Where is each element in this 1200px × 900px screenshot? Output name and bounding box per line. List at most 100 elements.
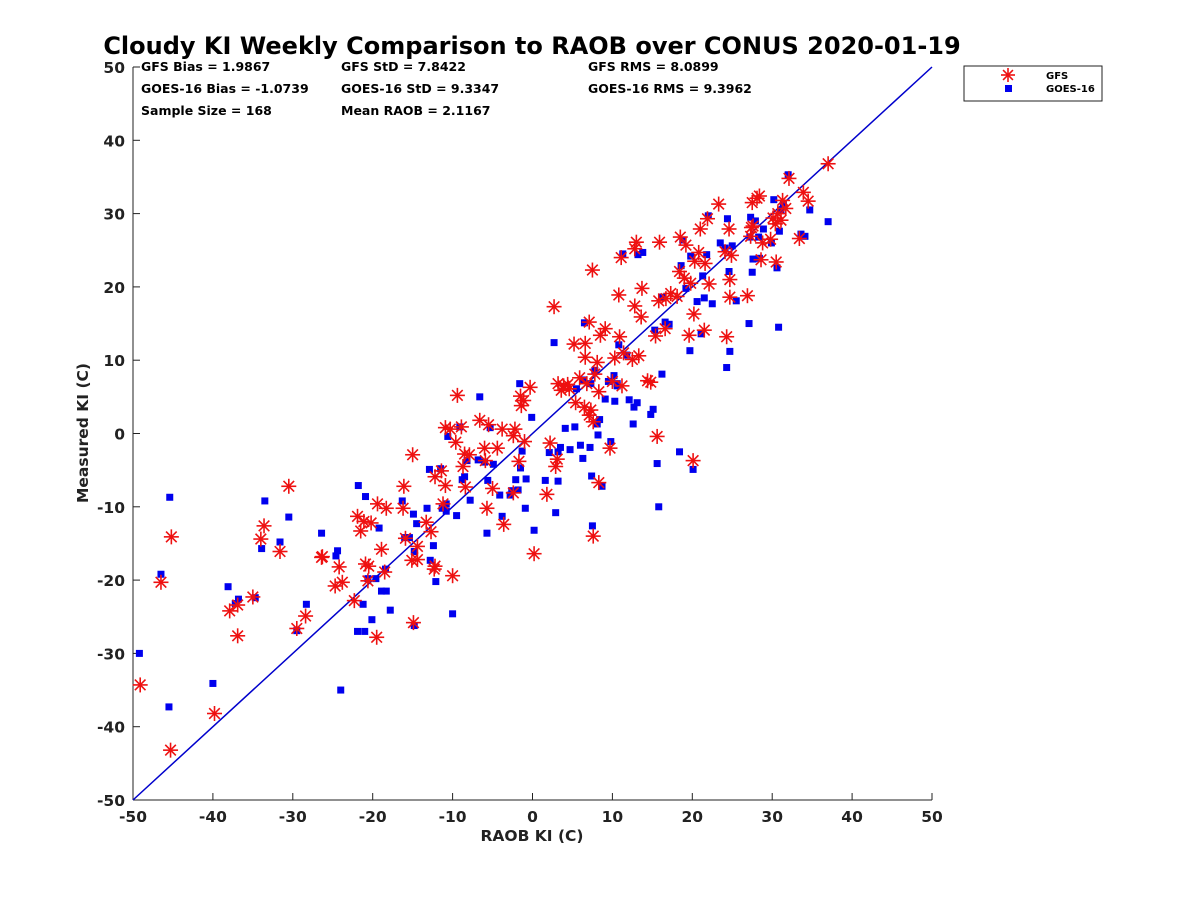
x-tick-label: 20 <box>682 808 704 826</box>
gfs-point <box>526 546 542 562</box>
gfs-point <box>256 518 272 534</box>
gfs-point <box>686 306 702 322</box>
gfs-point <box>631 348 647 364</box>
goes16-point <box>442 507 450 515</box>
gfs-point <box>820 156 836 172</box>
gfs-point <box>516 393 532 409</box>
goes16-point <box>361 627 369 635</box>
gfs-point <box>616 345 632 361</box>
gfs-point <box>681 327 697 343</box>
gfs-point <box>602 440 618 456</box>
y-tick-label: 40 <box>103 132 125 150</box>
gfs-point <box>627 298 643 314</box>
gfs-point <box>589 354 605 370</box>
gfs-point <box>583 402 599 418</box>
goes16-point <box>514 486 522 494</box>
gfs-point <box>396 478 412 494</box>
stat-goes-rms: GOES-16 RMS = 9.3962 <box>588 81 752 96</box>
gfs-point <box>800 193 816 209</box>
goes16-point <box>677 262 685 270</box>
goes16-point <box>601 395 609 403</box>
goes16-point <box>630 403 638 411</box>
goes16-point <box>552 509 560 517</box>
legend-goes-label: GOES-16 <box>1046 84 1095 95</box>
gfs-point <box>591 384 607 400</box>
gfs-point <box>691 244 707 260</box>
goes16-point <box>530 526 538 534</box>
gfs-point <box>568 395 584 411</box>
goes16-point <box>409 510 417 518</box>
gfs-point <box>314 549 330 565</box>
gfs-point <box>334 574 350 590</box>
gfs-point <box>505 485 521 501</box>
goes16-point <box>512 476 520 484</box>
gfs-point <box>281 478 297 494</box>
gfs-point <box>549 451 565 467</box>
gfs-point <box>719 329 735 345</box>
gfs-point <box>435 496 451 512</box>
gfs-point <box>651 293 667 309</box>
gfs-point <box>781 170 797 186</box>
gfs-point <box>449 387 465 403</box>
goes16-point <box>655 503 663 511</box>
gfs-point <box>657 321 673 337</box>
gfs-point <box>361 558 377 574</box>
goes16-point <box>806 206 814 214</box>
goes16-point <box>362 493 370 501</box>
gfs-point <box>572 370 588 386</box>
gfs-point <box>751 188 767 204</box>
legend: GFS GOES-16 <box>963 65 1103 102</box>
gfs-point <box>455 458 471 474</box>
gfs-point <box>395 500 411 516</box>
gfs-point <box>649 428 665 444</box>
y-tick-labels: 50 40 30 20 10 0 -10 -20 -30 -40 -50 <box>97 59 140 810</box>
goes16-point <box>359 600 367 608</box>
goes16-point <box>425 465 433 473</box>
goes16-point <box>334 547 342 555</box>
gfs-point <box>672 229 688 245</box>
gfs-point <box>607 350 623 366</box>
gfs-point <box>669 288 685 304</box>
goes16-point <box>522 475 530 483</box>
goes16-point <box>749 255 757 263</box>
gfs-point <box>445 568 461 584</box>
gfs-point <box>577 349 593 365</box>
gfs-point <box>272 544 288 560</box>
gfs-point <box>163 742 179 758</box>
goes16-point <box>571 423 579 431</box>
gfs-point <box>331 559 347 575</box>
goes16-point <box>639 248 647 256</box>
goes16-point <box>629 420 637 428</box>
gfs-point <box>633 309 649 325</box>
goes16-point <box>725 268 733 276</box>
goes16-point <box>728 242 736 250</box>
gfs-point <box>553 382 569 398</box>
stat-gfs-bias: GFS Bias = 1.9867 <box>141 59 270 74</box>
gfs-point <box>494 421 510 437</box>
x-tick-label: 0 <box>527 808 538 826</box>
gfs-point <box>768 254 784 270</box>
x-tick-label: -50 <box>119 808 147 826</box>
gfs-point <box>360 573 376 589</box>
goes16-point <box>596 416 604 424</box>
goes16-point <box>824 218 832 226</box>
gfs-point <box>346 593 362 609</box>
goes16-point <box>528 413 536 421</box>
goes16-point <box>224 583 232 591</box>
goes16-point <box>554 477 562 485</box>
gfs-point <box>587 366 603 382</box>
gfs-point <box>643 374 659 390</box>
goes16-point <box>382 587 390 595</box>
gfs-point <box>433 463 449 479</box>
goes16-point <box>372 575 380 583</box>
legend-goes-marker <box>1005 85 1012 92</box>
gfs-point <box>507 421 523 437</box>
goes16-point <box>545 449 553 457</box>
gfs-point <box>369 496 385 512</box>
gfs-point <box>373 541 389 557</box>
goes16-point <box>486 424 494 432</box>
gfs-point <box>577 335 593 351</box>
goes16-point <box>157 570 165 578</box>
reference-line <box>132 66 933 801</box>
goes16-point <box>588 522 596 530</box>
